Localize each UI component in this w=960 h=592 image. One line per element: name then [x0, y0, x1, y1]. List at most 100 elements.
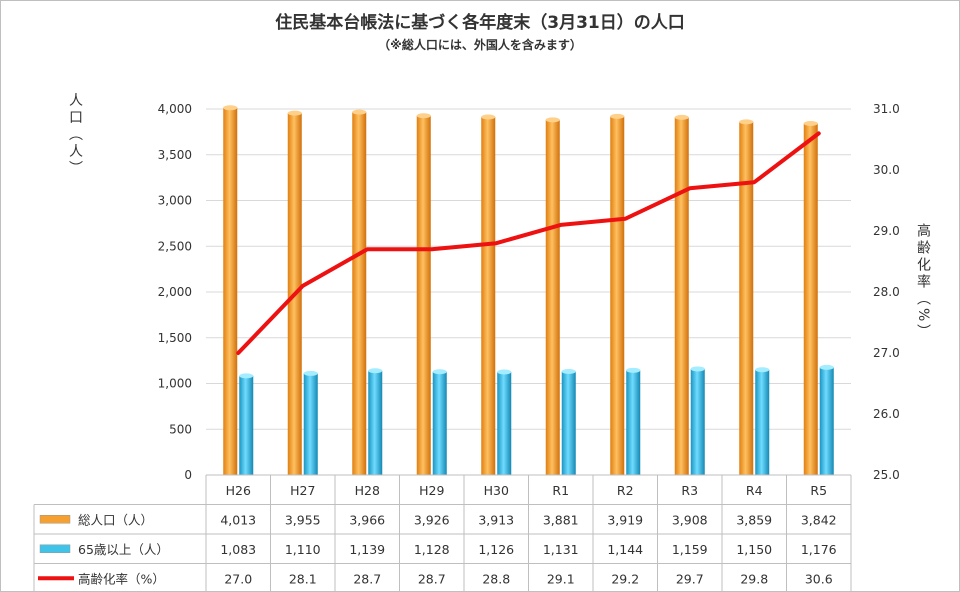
legend-series-name: 65歳以上（人）: [78, 542, 169, 557]
data-table-value: 29.1: [547, 571, 575, 586]
bar-65-plus: [690, 368, 705, 475]
y-left-tick-label: 2,500: [158, 239, 192, 253]
y-right-tick-label: 25.0: [873, 468, 900, 482]
y-left-tick-label: 2,000: [158, 285, 192, 299]
x-category-label: R3: [681, 483, 698, 498]
data-table-value: 1,110: [285, 542, 321, 557]
data-table-value: 3,859: [736, 512, 772, 527]
data-table-value: 3,842: [801, 512, 837, 527]
y-right-axis-title: 高齢化率（%）: [915, 222, 931, 341]
data-table-value: 3,966: [349, 512, 385, 527]
bar-top-cap: [497, 369, 512, 375]
data-table-value: 1,139: [349, 542, 385, 557]
axes: 0 500 1,000 1,500 2,000 2,500 3,000 3,500 4,000 2…: [67, 93, 931, 483]
data-table-value: 4,013: [220, 512, 256, 527]
y-left-tick-label: 500: [169, 422, 192, 436]
bar-top-cap: [287, 110, 302, 116]
bar-total-population: [223, 107, 238, 476]
data-table-value: 3,955: [285, 512, 321, 527]
bar-total-population: [674, 117, 689, 475]
x-category-label: R5: [810, 483, 827, 498]
legend-series-name: 総人口（人）: [78, 512, 153, 527]
legend-key-bar: [39, 544, 71, 553]
bars: [223, 105, 834, 476]
gridlines: [206, 108, 851, 476]
bar-top-cap: [223, 105, 238, 111]
data-table-value: 1,150: [736, 542, 772, 557]
data-table-value: 28.7: [418, 571, 446, 586]
data-table-value: 1,083: [220, 542, 256, 557]
data-table: H26 H27 H28 H29 H30 R1 R2 R3 R4 R5 総人口（人） 4,013 3,95…: [33, 474, 852, 591]
x-category-label: H28: [355, 483, 380, 498]
line-series: [236, 131, 821, 355]
bar-top-cap: [416, 113, 431, 119]
data-table-value: 27.0: [224, 571, 252, 586]
y-right-tick-label: 28.0: [873, 285, 900, 299]
bar-top-cap: [674, 114, 689, 120]
data-table-value: 28.8: [482, 571, 510, 586]
x-category-label: R4: [746, 483, 763, 498]
bar-top-cap: [481, 114, 496, 120]
bar-top-cap: [626, 367, 641, 373]
x-category-label: R2: [617, 483, 634, 498]
data-table-value: 29.7: [676, 571, 704, 586]
bar-total-population: [352, 112, 367, 476]
legend-series-name: 高齢化率（%）: [78, 571, 165, 586]
bar-top-cap: [352, 109, 367, 115]
data-table-value: 3,926: [414, 512, 450, 527]
bar-65-plus: [819, 367, 834, 475]
bar-65-plus: [303, 373, 318, 475]
y-left-tick-label: 3,000: [158, 194, 192, 208]
y-right-tick-label: 29.0: [873, 224, 900, 238]
data-table-value: 30.6: [805, 571, 833, 586]
x-category-label: H27: [290, 483, 315, 498]
data-table-value: 28.7: [353, 571, 381, 586]
data-table-value: 29.8: [740, 571, 768, 586]
bar-total-population: [803, 123, 818, 475]
data-table-value: 1,126: [478, 542, 514, 557]
data-table-value: 3,913: [478, 512, 514, 527]
data-table-value: 3,881: [543, 512, 579, 527]
y-left-axis-title: 人口（人）: [67, 93, 83, 178]
bar-top-cap: [432, 369, 447, 375]
data-table-value: 3,919: [607, 512, 643, 527]
bar-top-cap: [610, 113, 625, 119]
y-left-tick-label: 1,500: [158, 331, 192, 345]
data-table-value: 1,128: [414, 542, 450, 557]
x-category-label: R1: [552, 483, 569, 498]
bar-top-cap: [755, 367, 770, 373]
bar-top-cap: [690, 366, 705, 372]
bar-top-cap: [303, 370, 318, 376]
x-category-label: H29: [419, 483, 444, 498]
data-table-value: 1,176: [801, 542, 837, 557]
y-right-tick-label: 26.0: [873, 407, 900, 421]
data-table-value: 1,159: [672, 542, 708, 557]
bar-top-cap: [739, 119, 754, 125]
bar-65-plus: [755, 369, 770, 475]
data-table-value: 29.2: [611, 571, 639, 586]
data-table-value: 1,131: [543, 542, 579, 557]
y-right-tick-label: 27.0: [873, 346, 900, 360]
data-table-value: 1,144: [607, 542, 643, 557]
bar-top-cap: [561, 369, 576, 375]
chart-subtitle: （※総人口には、外国人を含みます）: [378, 37, 582, 52]
y-right-tick-label: 30.0: [873, 163, 900, 177]
bar-top-cap: [239, 373, 254, 379]
y-left-tick-label: 1,000: [158, 377, 192, 391]
bar-top-cap: [803, 120, 818, 126]
x-category-label: H26: [226, 483, 251, 498]
y-right-tick-label: 31.0: [873, 102, 900, 116]
y-left-tick-label: 0: [184, 468, 192, 482]
y-left-tick-label: 4,000: [158, 102, 192, 116]
legend-key-bar: [39, 515, 71, 524]
bar-total-population: [545, 119, 560, 476]
x-category-label: H30: [484, 483, 509, 498]
bar-total-population: [481, 116, 496, 475]
y-left-tick-label: 3,500: [158, 148, 192, 162]
bar-65-plus: [239, 375, 254, 475]
bar-total-population: [610, 116, 625, 475]
bar-65-plus: [368, 370, 383, 475]
bar-65-plus: [497, 371, 512, 475]
